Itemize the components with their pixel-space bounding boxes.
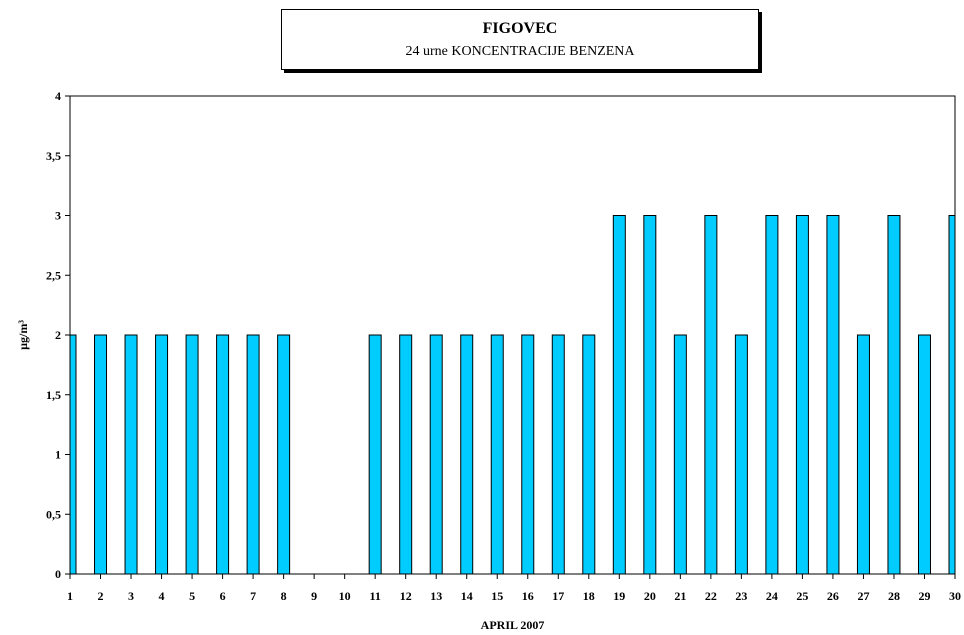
bar-16	[521, 334, 535, 575]
bar-7	[246, 334, 260, 575]
x-tick-label: 22	[705, 589, 717, 603]
bar-29	[917, 334, 931, 575]
bar-11	[368, 334, 382, 575]
bar-24	[765, 215, 779, 575]
chart-title-box: FIGOVEC 24 urne KONCENTRACIJE BENZENA	[281, 9, 759, 70]
x-tick-label: 19	[613, 589, 625, 603]
bar-2	[94, 334, 108, 575]
bar-14	[460, 334, 474, 575]
y-tick-label: 0,5	[46, 507, 61, 521]
y-axis-title: µg/m³	[16, 320, 30, 350]
bar-20	[643, 215, 657, 575]
bar-15	[490, 334, 504, 575]
bar-8	[277, 334, 291, 575]
x-tick-label: 21	[674, 589, 686, 603]
y-tick-label: 1	[55, 448, 61, 462]
bar-12	[399, 334, 413, 575]
bar-18	[582, 334, 596, 575]
x-tick-label: 20	[644, 589, 656, 603]
x-tick-label: 15	[491, 589, 503, 603]
x-tick-label: 4	[159, 589, 165, 603]
y-tick-label: 1,5	[46, 388, 61, 402]
x-tick-label: 5	[189, 589, 195, 603]
x-tick-label: 24	[766, 589, 778, 603]
bar-6	[216, 334, 230, 575]
x-tick-label: 1	[67, 589, 73, 603]
x-tick-label: 9	[311, 589, 317, 603]
bar-13	[429, 334, 443, 575]
x-axis: 1 2 3 4 5 6 7 8 9 10 11 12 13 14 15 16 17 18 19 20 21 22 23 24 2…	[67, 574, 961, 603]
x-tick-label: 17	[552, 589, 564, 603]
x-tick-label: 28	[888, 589, 900, 603]
x-tick-label: 25	[796, 589, 808, 603]
bars	[69, 215, 956, 575]
x-tick-label: 23	[735, 589, 747, 603]
bar-3	[124, 334, 138, 575]
x-tick-label: 12	[400, 589, 412, 603]
y-axis: 0 0,5 1 1,5 2 2,5 3 3,5 4	[46, 89, 70, 581]
x-axis-title: APRIL 2007	[481, 618, 545, 632]
x-tick-label: 16	[522, 589, 534, 603]
bar-4	[155, 334, 169, 575]
x-tick-label: 26	[827, 589, 839, 603]
x-tick-label: 6	[220, 589, 226, 603]
bar-17	[551, 334, 565, 575]
y-tick-label: 3,5	[46, 149, 61, 163]
bar-1	[69, 334, 77, 575]
bar-25	[795, 215, 809, 575]
bar-28	[887, 215, 901, 575]
x-tick-label: 29	[918, 589, 930, 603]
y-tick-label: 2,5	[46, 268, 61, 282]
x-tick-label: 18	[583, 589, 595, 603]
x-tick-label: 10	[339, 589, 351, 603]
bar-30	[948, 215, 956, 575]
bar-27	[856, 334, 870, 575]
chart-title: FIGOVEC	[482, 20, 558, 37]
x-tick-label: 8	[281, 589, 287, 603]
y-tick-label: 3	[55, 209, 61, 223]
bar-19	[612, 215, 626, 575]
plot-area-border	[69, 95, 956, 575]
chart-subtitle: 24 urne KONCENTRACIJE BENZENA	[405, 44, 635, 59]
x-tick-label: 2	[98, 589, 104, 603]
x-tick-label: 30	[949, 589, 961, 603]
x-tick-label: 7	[250, 589, 256, 603]
x-tick-label: 3	[128, 589, 134, 603]
x-tick-label: 27	[857, 589, 869, 603]
x-tick-label: 13	[430, 589, 442, 603]
y-tick-label: 4	[55, 89, 61, 103]
x-tick-label: 14	[461, 589, 473, 603]
plot-frame	[69, 95, 956, 575]
bar-22	[704, 215, 718, 575]
y-tick-label: 2	[55, 328, 61, 342]
bar-26	[826, 215, 840, 575]
x-tick-label: 11	[370, 589, 381, 603]
bar-21	[673, 334, 687, 575]
y-tick-label: 0	[55, 567, 61, 581]
bar-23	[734, 334, 748, 575]
bar-5	[185, 334, 199, 575]
